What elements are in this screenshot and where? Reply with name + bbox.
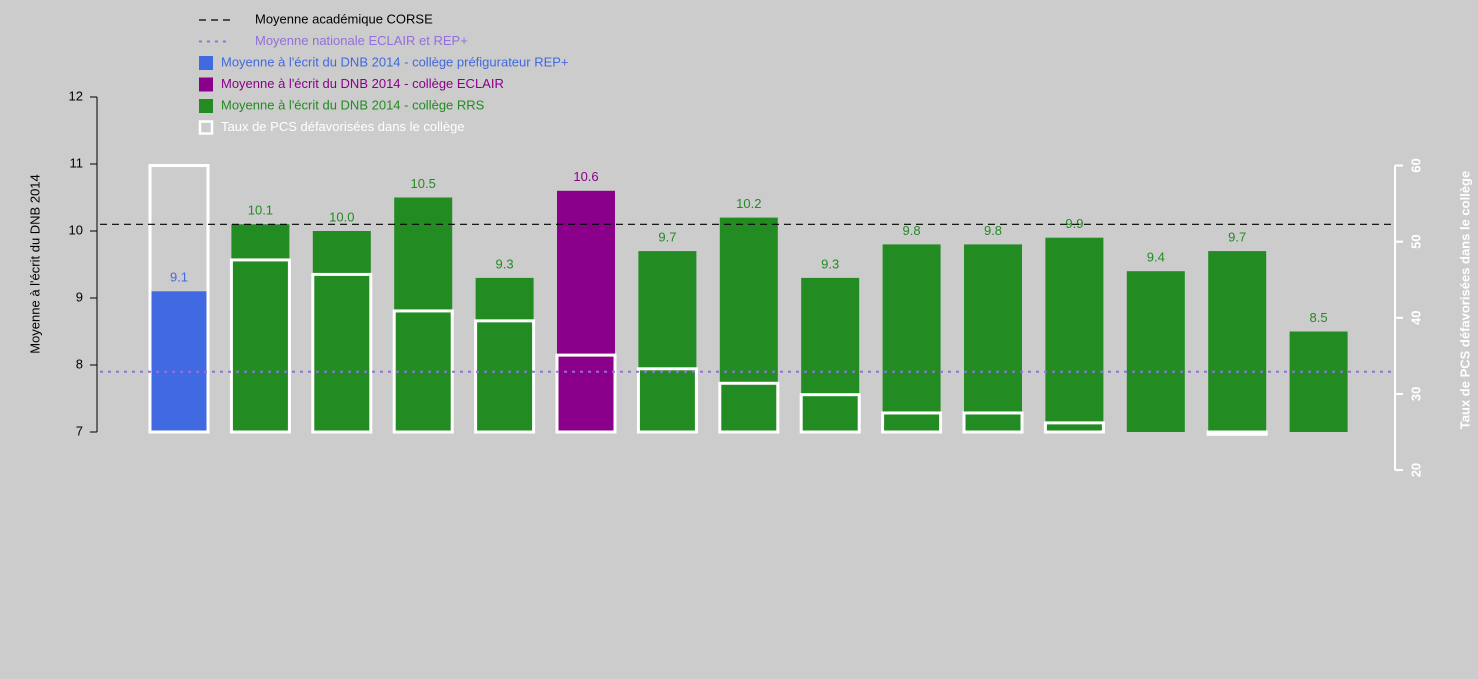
legend-label: Moyenne à l'écrit du DNB 2014 - collège … <box>221 54 569 69</box>
value-label: 9.8 <box>903 223 921 238</box>
legend-label: Moyenne nationale ECLAIR et REP+ <box>255 33 468 48</box>
rate-bar <box>881 411 943 434</box>
value-label: 10.6 <box>573 169 598 184</box>
rate-bar <box>1043 421 1105 434</box>
legend-label: Taux de PCS défavorisées dans le collège <box>221 119 465 134</box>
bar <box>557 190 615 432</box>
legend-label: Moyenne académique CORSE <box>255 11 433 26</box>
rate-bar <box>311 272 373 434</box>
y2-tick-label: 60 <box>1408 158 1423 172</box>
y-tick-label: 10 <box>69 222 83 237</box>
value-label: 9.4 <box>1147 250 1165 265</box>
bar <box>1289 331 1348 432</box>
y2-tick-label: 40 <box>1408 311 1423 325</box>
value-label: 10.0 <box>329 209 354 224</box>
bar <box>475 277 534 432</box>
y2-axis-label: Taux de PCS défavorisées dans le collège <box>1457 171 1472 429</box>
legend-swatch <box>199 99 213 113</box>
legend-label: Moyenne à l'écrit du DNB 2014 - collège … <box>221 76 504 91</box>
y-tick-label: 11 <box>70 155 84 170</box>
y2-tick-label: 50 <box>1408 234 1423 248</box>
legend-swatch <box>198 120 214 135</box>
rate-bar <box>229 258 291 434</box>
value-label: 9.7 <box>658 230 676 245</box>
legend-label: Moyenne à l'écrit du DNB 2014 - collège … <box>221 97 485 112</box>
bar <box>150 291 208 432</box>
rate-bar <box>799 393 861 434</box>
bar <box>394 197 453 432</box>
y2-tick-label: 30 <box>1408 387 1423 401</box>
rate-bar <box>148 164 210 434</box>
bar <box>882 244 941 432</box>
y-tick-label: 9 <box>76 289 83 304</box>
bar <box>1126 271 1185 432</box>
bar <box>231 224 290 432</box>
y-tick-label: 12 <box>69 88 83 103</box>
bar <box>312 231 371 432</box>
bar <box>1045 237 1104 432</box>
value-label: 9.8 <box>984 223 1002 238</box>
value-label: 9.3 <box>821 256 839 271</box>
value-label: 10.2 <box>736 196 761 211</box>
y-axis-label: Moyenne à l'écrit du DNB 2014 <box>27 174 42 354</box>
bar <box>1208 251 1267 432</box>
value-label: 10.1 <box>248 203 273 218</box>
value-label: 9.3 <box>496 256 514 271</box>
value-label: 9.1 <box>170 270 188 285</box>
bar <box>964 244 1022 432</box>
rate-bar <box>718 381 780 434</box>
value-label: 10.5 <box>411 176 436 191</box>
rate-bar <box>474 319 536 434</box>
y-tick-label: 7 <box>76 423 83 438</box>
y2-tick-label: 20 <box>1408 463 1423 477</box>
rate-bar <box>636 367 698 434</box>
value-label: 9.9 <box>1065 216 1083 231</box>
bar <box>638 251 697 432</box>
bar <box>719 217 778 432</box>
bar <box>801 277 860 432</box>
legend-swatch <box>199 77 213 92</box>
rate-bar <box>555 353 617 434</box>
y-tick-label: 8 <box>76 356 83 371</box>
value-label: 8.5 <box>1310 310 1328 325</box>
value-label: 9.7 <box>1228 230 1246 245</box>
rate-bar <box>1206 430 1268 436</box>
rate-bar <box>962 411 1024 434</box>
legend-swatch <box>199 56 213 70</box>
